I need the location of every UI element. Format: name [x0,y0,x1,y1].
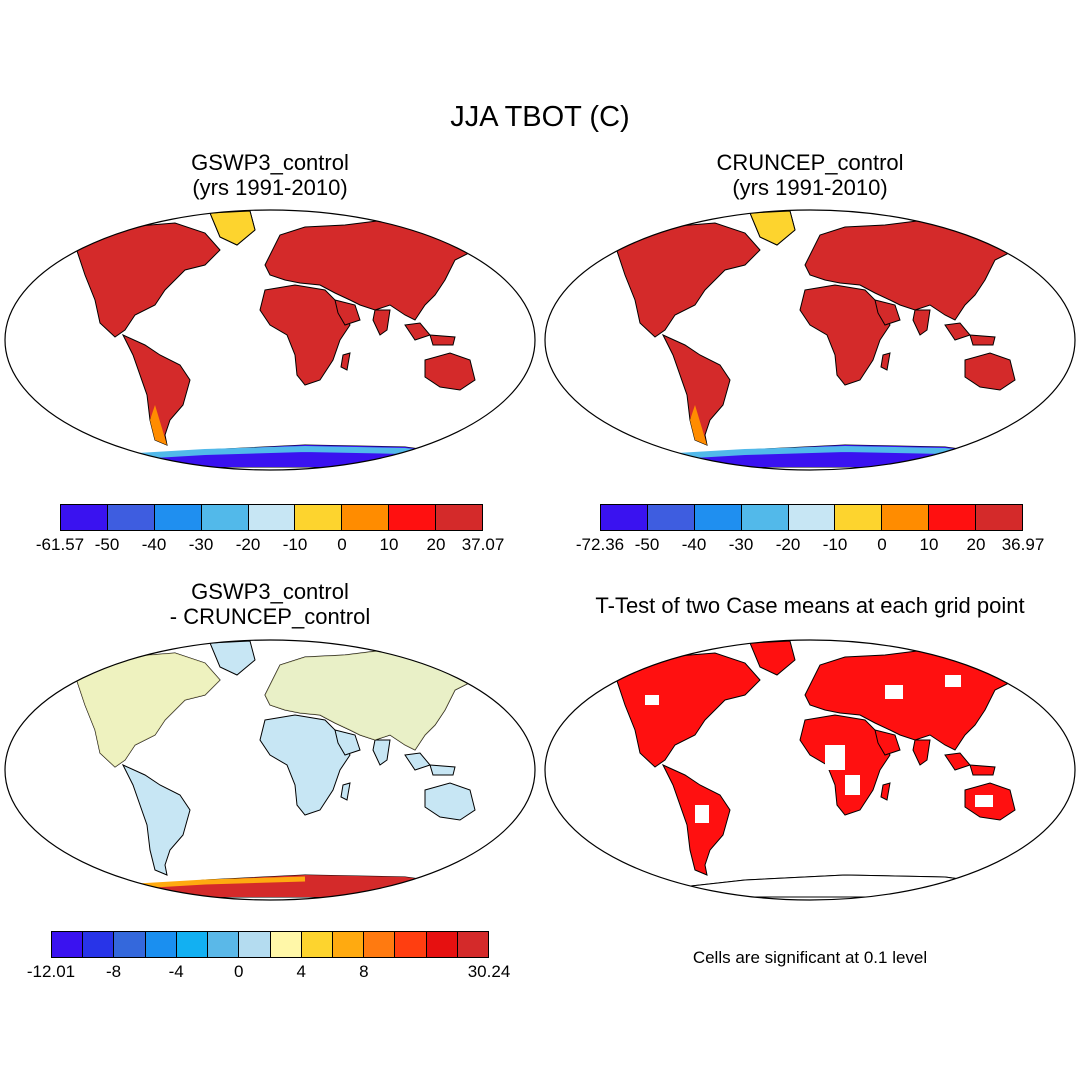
colorbar-2-swatch [788,505,836,530]
colorbar-2-swatch [601,505,648,530]
colorbar-2-tick-label: 20 [966,535,986,554]
colorbar-3-tick-label: 30.24 [467,962,511,981]
colorbar-1-tick-label: -10 [282,535,308,554]
colorbar-3-tick-label: 4 [296,962,307,981]
colorbar-1-tick-label: -20 [235,535,261,554]
colorbar-1-tick-label: -50 [94,535,120,554]
map-panel-2 [544,209,1076,471]
colorbar-1-swatch [154,505,202,530]
colorbar-2-swatch [647,505,695,530]
colorbar-2-tick-label: -72.36 [575,535,625,554]
colorbar-2-swatch [694,505,742,530]
panel-4-title: T-Test of two Case means at each grid po… [550,593,1070,618]
colorbar-2-swatch [976,505,1023,530]
panel-2-title-line1: CRUNCEP_control [716,150,904,175]
colorbar-3-swatch [270,932,302,957]
panel-1-title-line1: GSWP3_control [191,150,349,175]
colorbar-3-swatch [176,932,209,957]
colorbar-1-tick-label: -30 [188,535,214,554]
colorbar-2-swatch [741,505,789,530]
colorbar-3-swatch [426,932,458,957]
colorbar-2-tick-label: -20 [775,535,801,554]
colorbar-3-swatch [145,932,177,957]
colorbar-2-tick-label: 0 [877,535,887,554]
panel-1-title: GSWP3_control (yrs 1991-2010) [120,150,420,200]
figure-title: JJA TBOT (C) [450,101,630,133]
colorbar-3-tick-label: 8 [359,962,369,981]
colorbar-1-tick-label: -40 [141,535,167,554]
colorbar-1-swatch [107,505,155,530]
colorbar-3-tick-label: -12.01 [26,962,76,981]
colorbar-3-tick-label: 0 [233,962,244,981]
colorbar-2-tick-label: 10 [919,535,939,554]
colorbar-1-swatch [201,505,249,530]
panel-2-title-line2: (yrs 1991-2010) [732,175,888,200]
colorbar-3-tick-label: -8 [106,962,122,981]
colorbar-3-swatch [239,932,271,957]
colorbar-3-swatch [457,932,489,957]
colorbar-3-swatch [208,932,240,957]
panel-3-title: GSWP3_control - CRUNCEP_control [120,579,420,629]
colorbar-1-swatch [342,505,390,530]
colorbar-2-tick-label: -10 [822,535,848,554]
colorbar-3-swatch [395,932,427,957]
colorbar-2-tick-label: -40 [681,535,707,554]
colorbar-1 [60,504,483,531]
colorbar-1-swatch [248,505,296,530]
map-panel-4 [544,639,1076,901]
colorbar-2 [600,504,1023,531]
colorbar-3-swatch [332,932,365,957]
colorbar-1-tick-label: 20 [426,535,446,554]
colorbar-1-tick-label: -61.57 [35,535,85,554]
colorbar-1-swatch [389,505,437,530]
colorbar-2-tick-label: 36.97 [1001,535,1045,554]
significance-footnote: Cells are significant at 0.1 level [692,948,928,967]
colorbar-1-tick-label: 37.07 [461,535,505,554]
colorbar-2-tick-label: -30 [728,535,754,554]
colorbar-2-tick-label: -50 [634,535,660,554]
colorbar-3-swatch [364,932,396,957]
colorbar-2-swatch [835,505,883,530]
map-panel-3 [4,639,536,901]
colorbar-1-tick-label: 0 [337,535,347,554]
colorbar-3-swatch [52,932,84,957]
map-panel-1 [4,209,536,471]
colorbar-3-swatch [301,932,333,957]
colorbar-2-swatch [882,505,930,530]
panel-2-title: CRUNCEP_control (yrs 1991-2010) [660,150,960,200]
colorbar-3 [51,931,489,958]
colorbar-1-tick-label: 10 [379,535,399,554]
panel-3-title-line1: GSWP3_control [191,579,349,604]
colorbar-2-swatch [929,505,977,530]
panel-1-title-line2: (yrs 1991-2010) [192,175,348,200]
colorbar-3-swatch [114,932,146,957]
colorbar-1-swatch [295,505,343,530]
panel-3-title-line2: - CRUNCEP_control [169,604,371,629]
panel-4-title-line1: T-Test of two Case means at each grid po… [595,593,1025,618]
colorbar-1-swatch [61,505,108,530]
colorbar-1-swatch [436,505,483,530]
colorbar-3-tick-label: -4 [168,962,184,981]
colorbar-3-swatch [83,932,115,957]
